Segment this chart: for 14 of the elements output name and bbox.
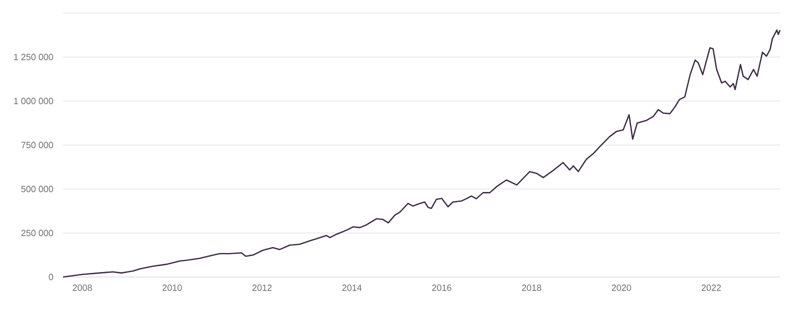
y-tick-label: 500 000 bbox=[21, 186, 54, 192]
x-tick-label: 2010 bbox=[162, 284, 182, 291]
x-tick-label: 2008 bbox=[72, 284, 92, 291]
y-tick-label: 250 000 bbox=[21, 230, 54, 236]
y-tick-label: 0 bbox=[48, 274, 54, 280]
x-tick-label: 2012 bbox=[252, 284, 272, 291]
y-tick-label: 1 250 000 bbox=[14, 54, 54, 60]
x-tick-label: 2016 bbox=[432, 284, 452, 291]
x-tick-label: 2018 bbox=[522, 284, 542, 291]
x-tick-label: 2014 bbox=[342, 284, 362, 291]
x-tick-label: 2022 bbox=[702, 284, 721, 291]
x-tick-label: 2020 bbox=[612, 284, 632, 291]
y-tick-label: 1 000 000 bbox=[14, 98, 54, 104]
y-tick-label: 750 000 bbox=[21, 142, 54, 148]
